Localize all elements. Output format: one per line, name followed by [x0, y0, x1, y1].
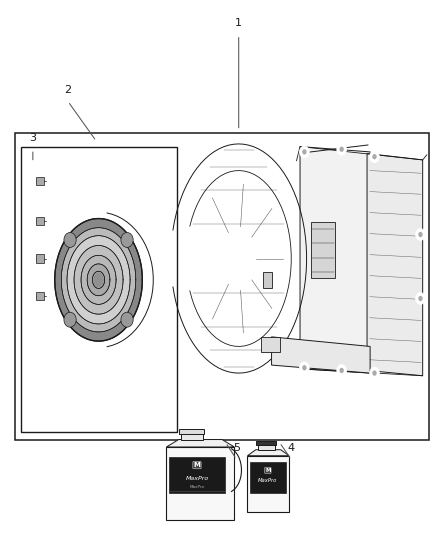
- Circle shape: [302, 365, 307, 370]
- Circle shape: [416, 229, 425, 240]
- Bar: [15, 133, 429, 440]
- Circle shape: [302, 149, 307, 155]
- Text: MaxPro: MaxPro: [258, 478, 278, 483]
- Bar: [258, 445, 275, 450]
- Polygon shape: [367, 154, 423, 376]
- Circle shape: [64, 312, 76, 327]
- Bar: [21, 147, 177, 432]
- Bar: [36, 254, 44, 263]
- Ellipse shape: [67, 236, 130, 324]
- Circle shape: [337, 365, 346, 376]
- Text: MaxPro: MaxPro: [185, 476, 208, 481]
- Circle shape: [300, 362, 309, 374]
- Bar: [169, 457, 225, 493]
- Ellipse shape: [55, 219, 142, 341]
- Bar: [250, 462, 286, 493]
- Bar: [36, 292, 44, 300]
- Ellipse shape: [61, 228, 136, 332]
- Circle shape: [372, 370, 377, 376]
- Circle shape: [418, 232, 423, 237]
- Circle shape: [370, 151, 379, 163]
- Text: 2: 2: [64, 85, 71, 95]
- Bar: [179, 429, 205, 434]
- Bar: [36, 177, 44, 185]
- Circle shape: [337, 143, 346, 155]
- Ellipse shape: [93, 272, 104, 287]
- Polygon shape: [261, 337, 280, 352]
- Bar: [311, 222, 335, 278]
- Circle shape: [370, 367, 379, 379]
- Text: MaxPro: MaxPro: [190, 486, 205, 489]
- Bar: [36, 217, 44, 225]
- Ellipse shape: [74, 246, 123, 314]
- Text: M: M: [194, 462, 201, 468]
- Bar: [256, 441, 276, 445]
- Bar: [166, 447, 234, 520]
- Ellipse shape: [81, 255, 116, 304]
- Text: 3: 3: [29, 133, 36, 143]
- Circle shape: [339, 147, 344, 152]
- Circle shape: [372, 154, 377, 159]
- Circle shape: [416, 293, 425, 304]
- Ellipse shape: [87, 264, 110, 296]
- Polygon shape: [272, 337, 370, 373]
- Circle shape: [121, 232, 133, 247]
- Bar: [247, 456, 289, 512]
- Polygon shape: [247, 450, 289, 456]
- Bar: [181, 433, 203, 440]
- Polygon shape: [300, 147, 370, 373]
- Circle shape: [64, 232, 76, 247]
- Text: 1: 1: [235, 18, 242, 28]
- Bar: [263, 272, 272, 288]
- Polygon shape: [166, 440, 234, 447]
- Circle shape: [418, 296, 423, 301]
- Circle shape: [339, 368, 344, 373]
- Circle shape: [121, 312, 133, 327]
- Text: 4: 4: [288, 443, 295, 453]
- Text: M: M: [265, 468, 271, 473]
- Circle shape: [300, 146, 309, 158]
- Text: 5: 5: [233, 443, 240, 453]
